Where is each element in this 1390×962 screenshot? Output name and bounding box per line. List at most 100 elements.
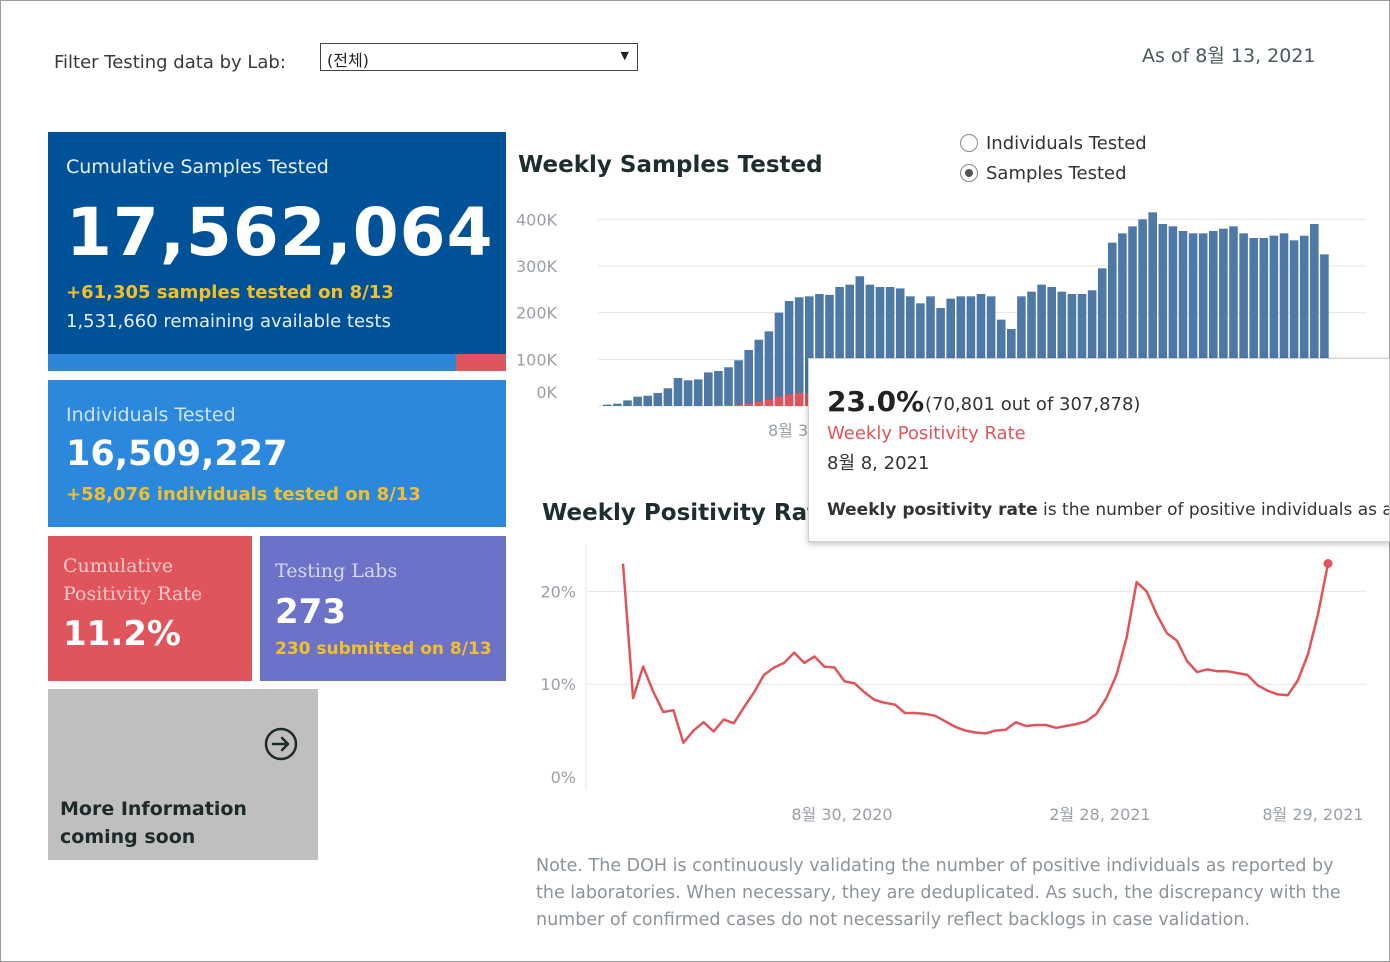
- sample-bar: [815, 294, 824, 406]
- sample-bar: [1299, 235, 1309, 406]
- sample-bar: [1269, 235, 1279, 406]
- sample-bar: [976, 294, 986, 406]
- sample-bar: [623, 400, 632, 406]
- labs-today: 230 submitted on 8/13: [275, 639, 492, 659]
- tooltip-detail: (70,801 out of 307,878): [925, 394, 1141, 415]
- sample-bar: [1158, 224, 1168, 406]
- sample-bar: [906, 296, 915, 406]
- individuals-tested-value: 16,509,227: [66, 434, 288, 474]
- weekly-positivity-chart[interactable]: 0% 10% 20% 8월 30, 2020 2월 28, 2021 8월 29, 202…: [506, 540, 1376, 840]
- footnote: Note. The DOH is continuously validating…: [536, 856, 1341, 930]
- sample-bar: [1017, 296, 1026, 406]
- positivity-line: [621, 563, 1330, 744]
- tile-title: Testing Labs: [275, 560, 398, 582]
- sample-bar: [643, 395, 652, 406]
- sample-bar: [1279, 233, 1289, 406]
- radio-individuals-tested[interactable]: Individuals Tested: [960, 128, 1147, 158]
- sample-bar: [1310, 224, 1319, 406]
- sample-bar: [835, 287, 844, 406]
- sample-bar: [1188, 233, 1198, 406]
- tile-title: Cumulative Samples Tested: [66, 156, 329, 178]
- sample-bar: [845, 284, 854, 406]
- positivity-rate-tile: Cumulative Positivity Rate 11.2%: [48, 536, 252, 681]
- lab-filter-value: (전체): [327, 51, 369, 70]
- y-tick-label: 10%: [540, 675, 576, 694]
- more-info-text: More Information coming soon: [60, 795, 247, 851]
- individuals-tested-tile: Individuals Tested 16,509,227 +58,076 in…: [48, 380, 506, 527]
- sample-bar: [683, 380, 693, 406]
- sample-bar: [1259, 238, 1269, 406]
- as-of-date: As of 8월 13, 2021: [1142, 45, 1316, 67]
- y-tick-label: 300K: [516, 257, 558, 276]
- sample-bar: [774, 312, 784, 406]
- sample-bar: [1087, 290, 1097, 406]
- positivity-rate-value: 11.2%: [63, 614, 181, 654]
- sample-bar: [1047, 287, 1056, 406]
- positive-bar: [764, 399, 774, 406]
- lab-filter-select[interactable]: (전체) ▼: [320, 43, 638, 71]
- sample-bar: [754, 339, 764, 406]
- sample-bar: [1320, 254, 1329, 406]
- more-info-line1: More Information: [60, 798, 247, 820]
- x-tick-label: 8월 30, 2020: [791, 805, 892, 824]
- y-tick-label: 100K: [516, 350, 558, 369]
- sample-bar: [926, 296, 935, 406]
- sample-bar: [784, 301, 794, 406]
- sample-bar: [855, 276, 865, 406]
- radio-unselected-icon[interactable]: [960, 134, 978, 152]
- chart-tooltip: 23.0% (70,801 out of 307,878) Weekly Pos…: [808, 358, 1390, 542]
- sample-bar: [956, 296, 966, 406]
- sample-bar: [633, 396, 642, 406]
- remaining-tests: 1,531,660 remaining available tests: [66, 311, 391, 332]
- sample-bar: [865, 284, 875, 406]
- dropdown-caret-icon[interactable]: ▼: [620, 49, 629, 62]
- sample-bar: [916, 303, 925, 406]
- sample-bar: [1118, 233, 1127, 406]
- sample-bar: [1229, 226, 1238, 406]
- sample-bar: [693, 379, 703, 406]
- positive-bar: [744, 403, 753, 406]
- sample-bar: [936, 308, 945, 406]
- sample-bar: [1178, 231, 1188, 406]
- sample-bar: [1198, 233, 1208, 406]
- positive-bar: [724, 405, 733, 406]
- positive-bar: [754, 401, 764, 406]
- sample-bar: [663, 388, 673, 406]
- sample-bar: [1249, 238, 1258, 406]
- y-tick-label: 20%: [540, 582, 576, 601]
- tooltip-metric: Weekly Positivity Rate: [827, 423, 1026, 444]
- radio-samples-tested[interactable]: Samples Tested: [960, 158, 1147, 188]
- sample-bar: [1027, 291, 1036, 406]
- sample-bar: [895, 288, 905, 406]
- sample-bar: [1289, 240, 1299, 406]
- tooltip-definition: Weekly positivity rate is the number of …: [827, 500, 1389, 520]
- sample-bar: [1128, 226, 1137, 406]
- sample-bar: [946, 298, 955, 406]
- sample-bar: [986, 296, 996, 406]
- radio-label: Samples Tested: [986, 162, 1127, 184]
- y-tick-label: 400K: [516, 210, 558, 229]
- cumulative-samples-tile: Cumulative Samples Tested 17,562,064 +61…: [48, 132, 506, 354]
- sample-bar: [1148, 212, 1157, 406]
- weekly-samples-chart[interactable]: 0K 100K 200K 300K 400K 8월 3: [506, 196, 1376, 446]
- sample-bar: [805, 296, 814, 406]
- sample-bar: [875, 287, 885, 406]
- sample-bar: [825, 294, 834, 406]
- tile-title: Cumulative Positivity Rate: [63, 555, 203, 605]
- sample-bar: [673, 378, 683, 406]
- metric-toggle: Individuals Tested Samples Tested: [960, 128, 1147, 188]
- sample-bar: [1209, 231, 1218, 406]
- testing-labs-tile: Testing Labs 273 230 submitted on 8/13: [260, 536, 506, 681]
- sample-bar: [613, 403, 622, 406]
- radio-selected-icon[interactable]: [960, 164, 978, 182]
- tooltip-percent: 23.0%: [827, 385, 925, 418]
- weekly-positivity-title: Weekly Positivity Rate: [542, 500, 834, 526]
- sample-bar: [1067, 294, 1077, 406]
- sample-bar: [1108, 242, 1117, 406]
- sample-bar: [714, 371, 723, 406]
- sample-bar: [885, 287, 895, 406]
- arrow-circle-right-icon[interactable]: [264, 727, 298, 761]
- positive-bar: [794, 392, 804, 406]
- more-info-tile[interactable]: More Information coming soon: [48, 689, 318, 860]
- positive-bar: [784, 394, 794, 406]
